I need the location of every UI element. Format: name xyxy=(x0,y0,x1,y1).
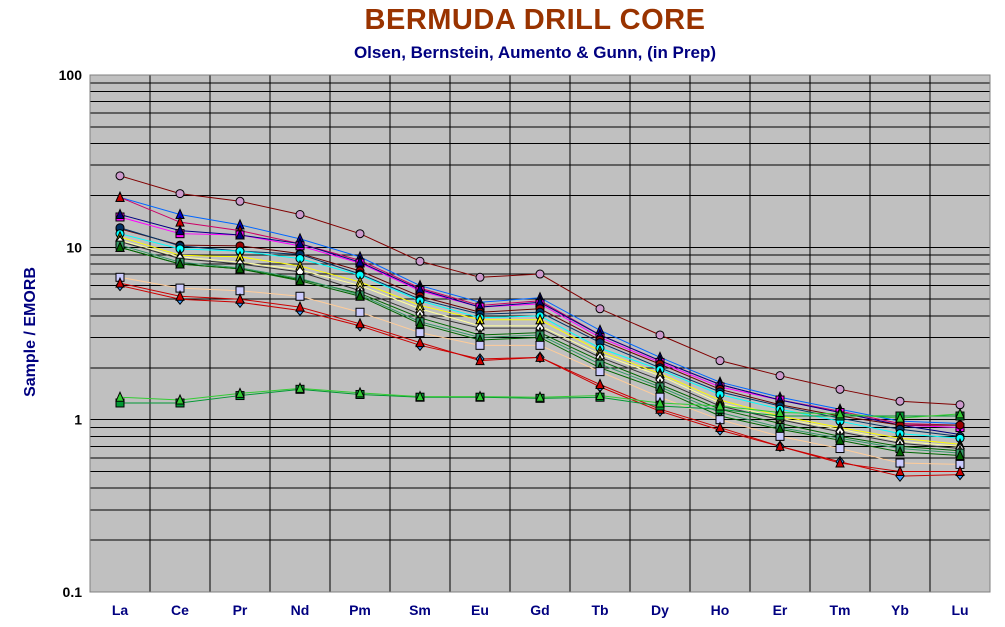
data-point xyxy=(535,269,545,279)
chart-subtitle: Olsen, Bernstein, Aumento & Gunn, (in Pr… xyxy=(353,43,717,62)
data-point xyxy=(175,290,185,301)
x-tick-label-lu: Lu xyxy=(951,602,968,618)
data-point xyxy=(115,171,125,181)
data-point xyxy=(775,406,785,418)
x-tick-label-pm: Pm xyxy=(349,602,371,618)
data-point xyxy=(835,384,845,394)
data-point xyxy=(895,411,905,423)
data-point xyxy=(235,262,245,274)
data-point xyxy=(235,196,245,206)
data-point xyxy=(295,274,305,286)
data-point xyxy=(295,300,305,312)
x-tick-label-ce: Ce xyxy=(171,602,189,618)
data-point xyxy=(715,399,725,411)
plot-area: 0.1 1 10 100 La Ce Pr Nd Pm Sm Eu Gd Tb Dy Ho Er Tm Yb Lu xyxy=(59,67,991,618)
data-point xyxy=(355,307,365,317)
data-point xyxy=(115,191,125,202)
data-point xyxy=(715,421,725,433)
x-tick-label-gd: Gd xyxy=(530,602,549,618)
y-tick-label: 1 xyxy=(74,412,82,428)
data-point xyxy=(355,386,365,398)
data-point xyxy=(415,317,425,329)
data-point xyxy=(295,291,305,301)
data-point xyxy=(895,465,905,477)
data-point xyxy=(835,407,845,419)
x-tick-label-eu: Eu xyxy=(471,602,489,618)
data-point xyxy=(175,224,185,236)
data-point xyxy=(835,456,845,468)
x-tick-label-nd: Nd xyxy=(291,602,310,618)
data-point xyxy=(295,237,305,249)
y-tick-label: 100 xyxy=(59,67,83,83)
data-point xyxy=(355,317,365,329)
data-point xyxy=(835,444,845,454)
data-point xyxy=(235,292,245,304)
data-point xyxy=(475,272,485,282)
data-point xyxy=(955,465,965,477)
data-point xyxy=(175,189,185,199)
x-tick-label-tb: Tb xyxy=(591,602,608,618)
data-point xyxy=(955,407,965,419)
data-point xyxy=(955,449,965,460)
x-tick-label-dy: Dy xyxy=(651,602,669,618)
data-point xyxy=(295,382,305,393)
x-tick-label-la: La xyxy=(112,602,129,618)
data-point xyxy=(715,356,725,366)
data-point xyxy=(175,393,185,405)
data-point xyxy=(415,256,425,266)
x-tick-label-yb: Yb xyxy=(891,602,909,618)
x-tick-label-pr: Pr xyxy=(233,602,248,618)
plot-border xyxy=(89,74,991,593)
data-point xyxy=(475,354,485,366)
data-point xyxy=(535,351,545,362)
data-point xyxy=(655,396,665,408)
data-point xyxy=(775,371,785,381)
data-point xyxy=(535,390,545,402)
data-point xyxy=(235,387,245,398)
chart-title: BERMUDA DRILL CORE xyxy=(364,4,706,36)
data-point xyxy=(895,445,905,457)
data-point xyxy=(475,340,485,350)
data-point xyxy=(775,440,785,451)
data-point xyxy=(415,390,425,402)
x-tick-label-tm: Tm xyxy=(830,602,851,618)
data-point xyxy=(175,257,185,269)
data-point xyxy=(115,208,125,220)
data-point xyxy=(895,396,905,406)
x-tick-label-ho: Ho xyxy=(711,602,730,618)
data-point xyxy=(475,390,485,402)
y-tick-label: 10 xyxy=(66,239,82,255)
data-point xyxy=(115,241,125,252)
data-point xyxy=(415,328,425,338)
data-point xyxy=(295,210,305,220)
data-point xyxy=(595,367,605,377)
data-point xyxy=(235,228,245,240)
data-point xyxy=(355,255,365,267)
data-point xyxy=(115,276,125,288)
data-point xyxy=(535,340,545,350)
data-point xyxy=(355,290,365,301)
data-point xyxy=(655,330,665,340)
data-point xyxy=(955,400,965,410)
x-tick-label-sm: Sm xyxy=(409,602,431,618)
data-point xyxy=(775,431,785,441)
y-tick-label: 0.1 xyxy=(63,584,83,600)
data-point xyxy=(115,390,125,402)
x-tick-label-er: Er xyxy=(773,602,788,618)
data-point xyxy=(355,229,365,239)
data-point xyxy=(415,336,425,348)
data-point xyxy=(955,420,965,430)
data-point xyxy=(595,378,605,389)
data-point xyxy=(595,304,605,314)
data-point xyxy=(595,389,605,401)
